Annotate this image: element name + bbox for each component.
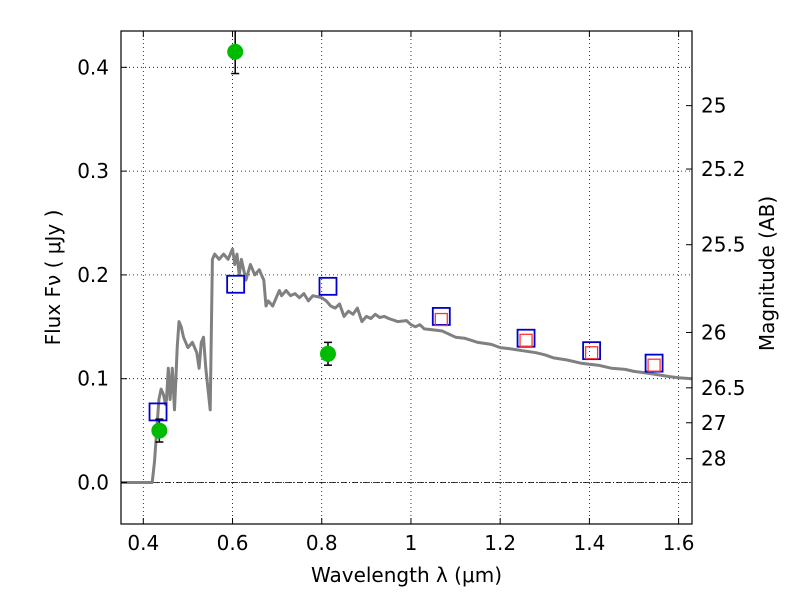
grid <box>121 31 692 524</box>
y-tick-label: 0.1 <box>77 367 109 391</box>
observed-point <box>227 43 244 60</box>
y2-tick-label: 26.5 <box>701 376 746 400</box>
y2-tick-label: 28 <box>701 447 726 471</box>
y2-tick-label: 25.5 <box>701 233 746 257</box>
y2-tick-label: 27 <box>701 411 726 435</box>
x-tick-label: 1.2 <box>484 531 516 555</box>
plot-frame <box>120 30 693 525</box>
x-tick-label: 0.4 <box>127 531 159 555</box>
filter-photometry-point <box>519 333 533 347</box>
x-tick-label: 1 <box>405 531 418 555</box>
ticks: 0.4 0.6 0.8 1 1.2 1.4 1.6 0.0 0.1 0.2 0.3 0.4 25 25.2… <box>77 31 746 555</box>
x-tick-label: 1.6 <box>663 531 695 555</box>
filter-photometry-point <box>647 358 661 372</box>
observed-point <box>319 345 336 362</box>
y2-tick-label: 25.2 <box>701 157 746 181</box>
y-tick-label: 0.3 <box>77 159 109 183</box>
x-tick-label: 1.4 <box>573 531 605 555</box>
x-tick-label: 0.8 <box>306 531 338 555</box>
model-photometry-point <box>226 274 246 294</box>
model-photometry-point <box>148 402 168 422</box>
y2-tick-label: 25 <box>701 94 726 118</box>
model-photometry-point <box>318 276 338 296</box>
y-tick-label: 0.4 <box>77 55 109 79</box>
y-tick-label: 0.2 <box>77 263 109 287</box>
y-axis-title: Flux Fν ( μJy ) <box>41 210 65 346</box>
model-spectrum-line <box>121 247 692 484</box>
filter-photometry-point <box>584 346 599 360</box>
x-axis-title: Wavelength λ (μm) <box>311 563 502 587</box>
y2-tick-label: 26 <box>701 320 726 344</box>
x-tick-label: 0.6 <box>217 531 249 555</box>
observed-point <box>151 422 168 439</box>
y2-axis-title: Magnitude (AB) <box>755 196 779 351</box>
y-tick-label: 0.0 <box>77 470 109 494</box>
filter-photometry-point <box>434 312 448 327</box>
series-group <box>121 31 692 484</box>
